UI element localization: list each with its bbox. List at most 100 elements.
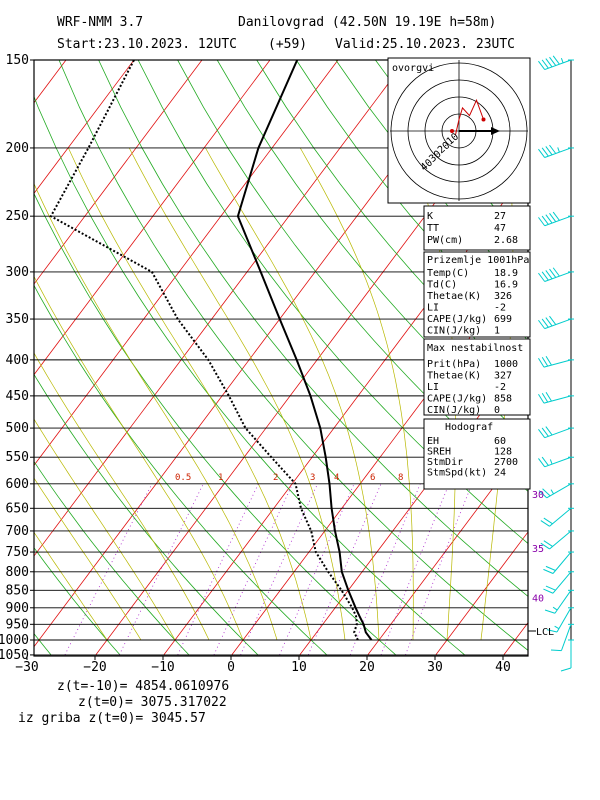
info-row-label: CIN(J/kg): [427, 405, 481, 416]
wind-barb: [538, 267, 574, 282]
dry-adiabat-line: [34, 192, 397, 656]
info-row-value: 0: [494, 405, 500, 416]
info-row-value: 327: [494, 371, 512, 382]
surface-parcel-title: Prizemlje 1001hPa: [427, 255, 529, 266]
wind-barb: [546, 607, 574, 633]
storm-motion-arrowhead: [491, 127, 500, 135]
info-row-label: PW(cm): [427, 235, 463, 246]
info-row-label: Prit(hPa): [427, 359, 481, 370]
info-row-value: 858: [494, 394, 512, 405]
mixing-ratio-line: [213, 483, 293, 656]
pressure-tick-label: 900: [6, 601, 29, 616]
mixing-ratio-label: 2: [273, 473, 278, 483]
info-row-label: TT: [427, 223, 439, 234]
temperature-tick-labels: −30 −20 −10 0 10 20 30 40: [15, 656, 511, 675]
pressure-tick-label: 700: [6, 524, 29, 539]
wind-barb: [538, 355, 574, 368]
wind-barb: [538, 426, 574, 439]
wind-barb: [550, 623, 574, 652]
moist-adiabat-line: [128, 147, 346, 641]
wind-barb: [538, 211, 574, 227]
hodograf-panel: Hodograf EH 60 SREH 128 StmDir 2700 StmSpd(kt)…: [423, 418, 531, 490]
temperature-tick-label: 0: [227, 660, 235, 675]
wind-barb: [543, 551, 574, 574]
dry-adiabat-line: [137, 60, 528, 544]
pressure-tick-label: 300: [6, 265, 29, 280]
mixing-ratio-label: 4: [334, 473, 339, 483]
mixing-ratio-labels: 0.5 1 2 3 4 6 8: [175, 473, 403, 483]
pressure-tick-label: 1050: [0, 648, 29, 663]
wind-barb: [540, 530, 574, 550]
mixing-ratio-line: [177, 483, 259, 656]
station-location: Danilovgrad (42.50N 19.19E h=58m): [238, 15, 496, 30]
pressure-tick-label: 500: [6, 421, 29, 436]
info-row-label: EH: [427, 436, 439, 447]
moist-adiabat-line: [34, 352, 210, 641]
temperature-tick-label: −20: [83, 660, 106, 675]
wind-speed-labels: 30 35 40: [532, 490, 544, 605]
info-row-label: Td(C): [427, 280, 457, 291]
pressure-tick-label: 950: [6, 617, 29, 632]
wind-barb: [543, 571, 574, 594]
info-row-value: 16.9: [494, 280, 518, 291]
hodograph-end-point: [481, 117, 486, 122]
info-row-label: LI: [427, 303, 439, 314]
wind-barb: [538, 144, 574, 158]
info-row-label: StmDir: [427, 457, 463, 468]
pressure-tick-label: 1000: [0, 633, 29, 648]
info-row-value: 326: [494, 291, 512, 302]
temperature-tick-label: 20: [359, 660, 375, 675]
wind-barbs: [538, 55, 574, 672]
valid-time: Valid:25.10.2023. 23UTC: [335, 37, 515, 52]
isotherm-line: [34, 60, 339, 466]
dewpoint-profile: [49, 60, 359, 641]
isotherm-line: [34, 60, 135, 194]
wind-barb: [538, 391, 574, 404]
info-row-value: 2.68: [494, 235, 518, 246]
lcl-label: LCL: [536, 627, 554, 638]
wind-barb: [544, 589, 574, 614]
mixing-ratio-line: [405, 483, 473, 656]
info-row-label: Temp(C): [427, 268, 469, 279]
hodograph-origin-point: [450, 129, 454, 133]
wind-speed-label: 40: [532, 593, 544, 604]
dry-adiabat-line: [34, 284, 328, 656]
pressure-tick-label: 250: [6, 209, 29, 224]
info-row-value: 2700: [494, 457, 518, 468]
hodograph-trace: [455, 98, 484, 135]
info-row-value: 47: [494, 223, 506, 234]
info-row-label: CAPE(J/kg): [427, 394, 487, 405]
hodograph-label: ovorgvi: [392, 63, 434, 74]
mixing-ratio-label: 0.5: [175, 473, 191, 483]
info-row-label: Thetae(K): [427, 291, 481, 302]
pressure-tick-label: 600: [6, 477, 29, 492]
mixing-ratio-line: [349, 483, 421, 656]
sounding-profiles: [49, 60, 373, 641]
temperature-tick-label: 30: [427, 660, 443, 675]
mixing-ratio-line: [64, 483, 153, 656]
mixing-ratio-label: 1: [218, 473, 223, 483]
info-row-label: StmSpd(kt): [427, 468, 487, 479]
temperature-profile: [236, 60, 373, 641]
wind-barb: [538, 483, 574, 499]
pressure-tick-label: 150: [6, 53, 29, 68]
info-row-value: 27: [494, 211, 506, 222]
wind-barb: [538, 55, 574, 71]
isotherm-line: [572, 60, 600, 655]
moist-adiabat-line: [68, 147, 312, 641]
pressure-tick-label: 350: [6, 312, 29, 327]
wind-barb: [560, 639, 574, 672]
height-t-zero: z(t=0)= 3075.317022: [78, 695, 227, 710]
moist-adiabat-line: [299, 147, 414, 640]
info-row-value: 60: [494, 436, 506, 447]
info-row-value: -2: [494, 382, 506, 393]
moist-adiabat-line: [34, 275, 244, 641]
model-name: WRF-NMM 3.7: [57, 15, 143, 30]
isotherm-line: [435, 531, 528, 656]
info-row-value: -2: [494, 303, 506, 314]
temperature-tick-label: 40: [495, 660, 511, 675]
pressure-tick-label: 750: [6, 545, 29, 560]
dry-adiabat-line: [573, 60, 600, 655]
pressure-tick-label: 850: [6, 583, 29, 598]
